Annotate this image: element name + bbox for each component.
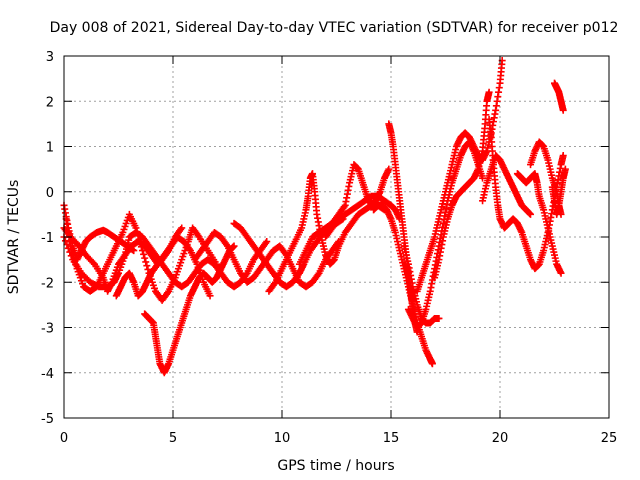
series-arc-18 [479,152,535,218]
data-point [64,244,72,252]
data-point [194,231,202,239]
data-point [561,165,569,173]
data-point [140,250,148,258]
y-tick-label: 3 [46,50,54,65]
y-tick-label: -5 [41,412,54,427]
series-arc-7 [191,228,343,291]
y-tick-label: 0 [46,186,54,201]
data-point [164,289,172,297]
data-point [61,237,69,245]
x-tick-label: 5 [169,431,177,446]
data-point [141,254,149,262]
x-tick-label: 15 [383,431,400,446]
data-point [262,239,270,247]
series-arc-17 [431,88,493,282]
data-point [185,245,193,253]
data-point [206,292,214,300]
x-tick-label: 20 [492,431,509,446]
data-point [63,241,71,249]
data-point [340,203,348,211]
data-point [177,225,185,233]
data-point [270,280,278,288]
series-arc-2 [62,210,221,304]
series-arc-23 [548,165,569,218]
y-tick-label: 1 [46,141,54,156]
series-arc-11 [322,192,404,241]
data-point [142,258,150,266]
series-arc-10 [295,161,393,268]
x-tick-label: 10 [274,431,291,446]
x-axis-label: GPS time / hours [277,458,394,474]
data-point [230,242,238,250]
data-point [428,360,436,368]
y-tick-label: -2 [41,276,54,291]
data-point [67,252,75,260]
data-point [557,269,565,277]
data-point [263,238,271,246]
data-point [222,241,230,249]
data-point [385,165,393,173]
axis-ticks: 0 5 10 15 20 25 -5 -4 -3 -2 -1 0 1 2 3 [41,50,617,446]
data-point [527,210,535,218]
data-point [178,224,186,232]
data-point [314,271,322,279]
series-arc-12 [370,201,436,368]
data-point [89,259,97,267]
y-tick-label: -3 [41,322,54,337]
series-arc-20 [513,170,565,277]
series-arc-15 [404,138,487,331]
y-tick-label: 2 [46,95,54,110]
series-arc-9 [265,170,388,295]
data-point [485,88,493,96]
series-arc-22 [551,79,567,114]
y-axis-label: SDTVAR / TECUs [6,180,22,295]
data-point [66,248,74,256]
data-markers [60,57,569,377]
x-tick-label: 0 [60,431,68,446]
data-point [435,314,443,322]
chart-title: Day 008 of 2021, Sidereal Day-to-day VTE… [50,20,619,36]
y-tick-label: -1 [41,231,54,246]
x-tick-label: 25 [601,431,618,446]
data-point [143,262,151,270]
series-arc-19 [485,115,567,273]
data-point [559,106,567,114]
y-tick-label: -4 [41,367,54,382]
data-point [559,152,567,160]
